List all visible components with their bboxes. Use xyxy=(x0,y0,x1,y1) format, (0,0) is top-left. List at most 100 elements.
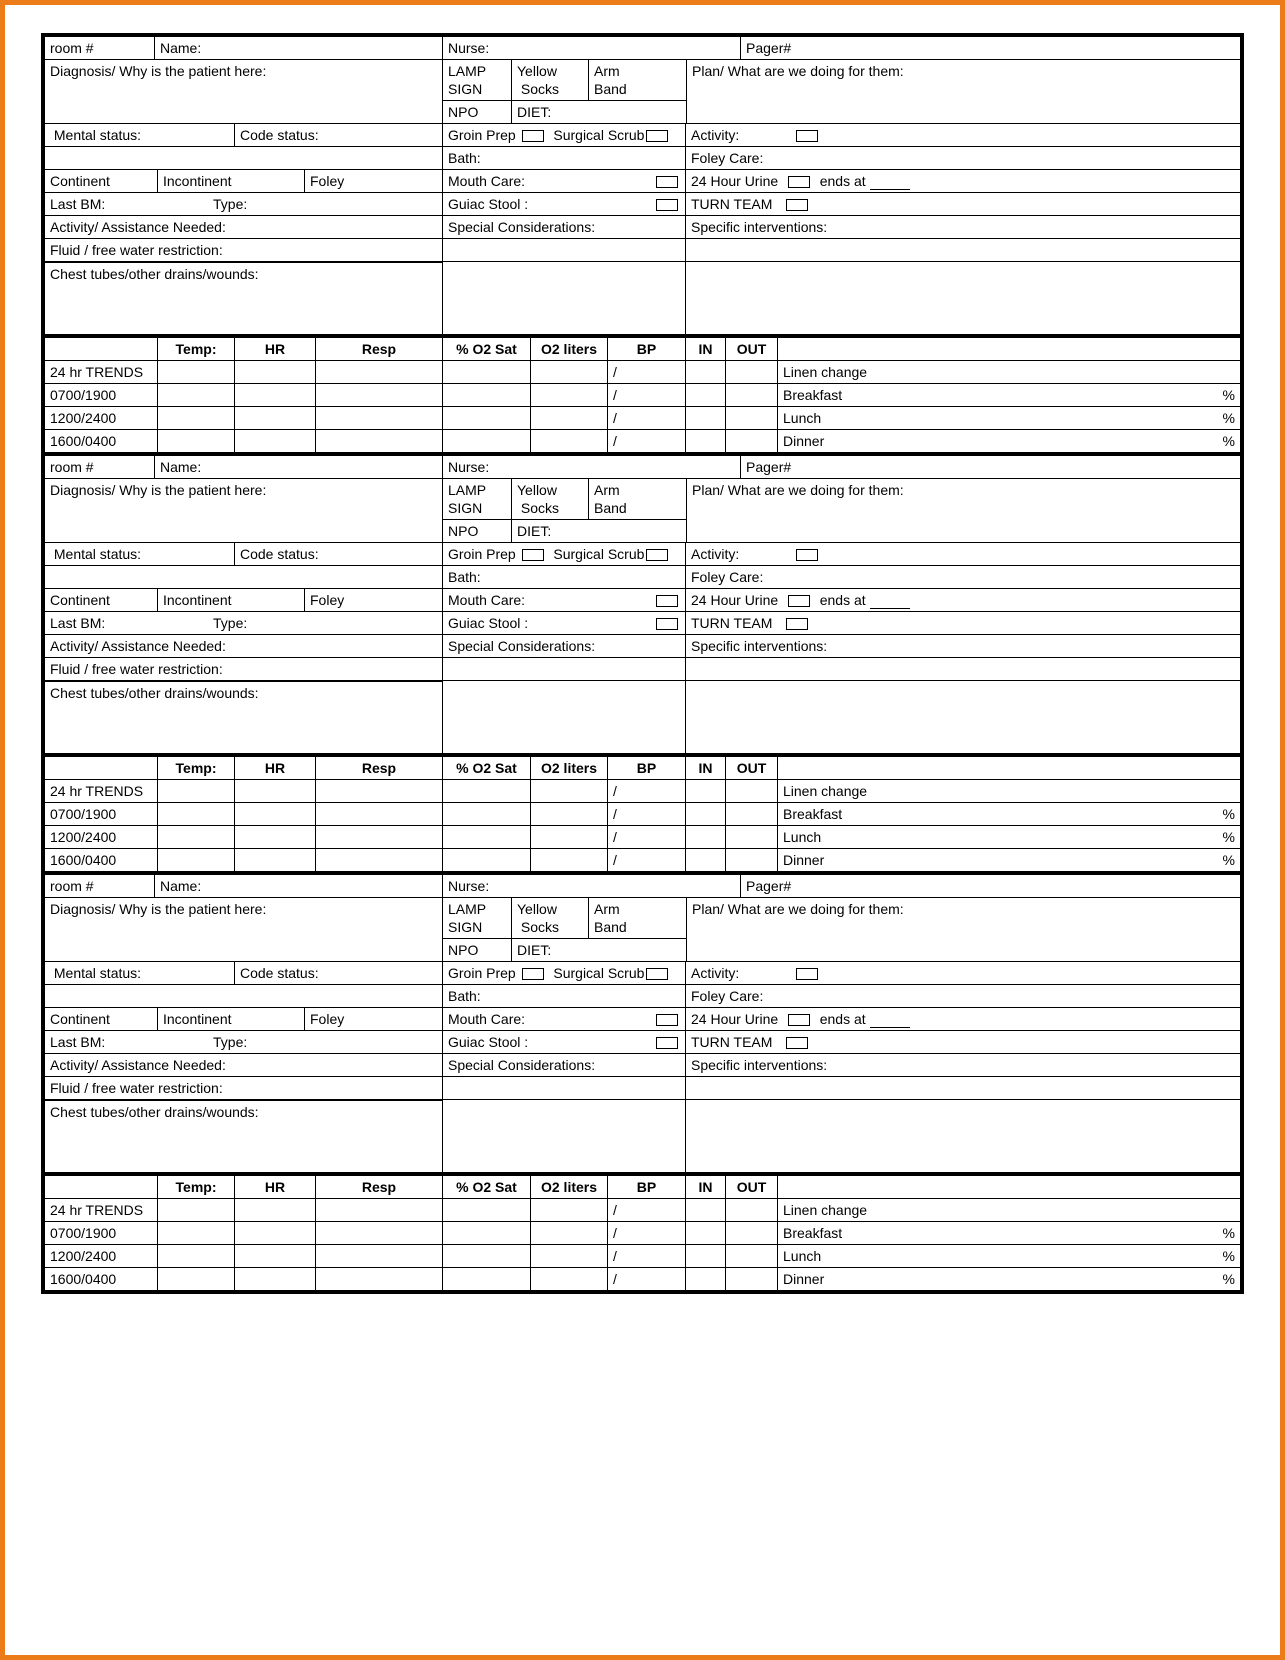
checkbox[interactable] xyxy=(796,968,818,980)
checkbox[interactable] xyxy=(656,1014,678,1026)
vit-resp[interactable] xyxy=(316,384,443,406)
vit-temp[interactable] xyxy=(158,430,235,452)
vit-in[interactable] xyxy=(686,849,726,871)
vit-bp[interactable]: / xyxy=(608,826,686,848)
vit-o2l[interactable] xyxy=(531,826,608,848)
blank-line[interactable] xyxy=(870,595,910,609)
vit-bp[interactable]: / xyxy=(608,430,686,452)
vit-in[interactable] xyxy=(686,1222,726,1244)
checkbox[interactable] xyxy=(522,549,544,561)
vit-resp[interactable] xyxy=(316,1268,443,1290)
vit-temp[interactable] xyxy=(158,849,235,871)
vit-hr[interactable] xyxy=(235,826,316,848)
vit-o2l[interactable] xyxy=(531,1245,608,1267)
vit-o2sat[interactable] xyxy=(443,826,531,848)
vit-resp[interactable] xyxy=(316,849,443,871)
vit-resp[interactable] xyxy=(316,361,443,383)
vit-hr[interactable] xyxy=(235,361,316,383)
vit-out[interactable] xyxy=(726,826,778,848)
vit-o2l[interactable] xyxy=(531,430,608,452)
checkbox[interactable] xyxy=(646,549,668,561)
vit-out[interactable] xyxy=(726,430,778,452)
vit-o2sat[interactable] xyxy=(443,1268,531,1290)
vit-o2sat[interactable] xyxy=(443,1245,531,1267)
checkbox[interactable] xyxy=(796,549,818,561)
checkbox[interactable] xyxy=(796,130,818,142)
vit-out[interactable] xyxy=(726,780,778,802)
vit-out[interactable] xyxy=(726,361,778,383)
vit-o2l[interactable] xyxy=(531,1199,608,1221)
checkbox[interactable] xyxy=(788,1014,810,1026)
vit-out[interactable] xyxy=(726,1245,778,1267)
vit-o2l[interactable] xyxy=(531,803,608,825)
vit-bp[interactable]: / xyxy=(608,384,686,406)
vit-hr[interactable] xyxy=(235,1222,316,1244)
vit-out[interactable] xyxy=(726,407,778,429)
vit-temp[interactable] xyxy=(158,803,235,825)
vit-hr[interactable] xyxy=(235,430,316,452)
vit-temp[interactable] xyxy=(158,780,235,802)
checkbox[interactable] xyxy=(786,618,808,630)
vit-in[interactable] xyxy=(686,430,726,452)
vit-bp[interactable]: / xyxy=(608,361,686,383)
vit-temp[interactable] xyxy=(158,384,235,406)
vit-out[interactable] xyxy=(726,384,778,406)
vit-hr[interactable] xyxy=(235,780,316,802)
vit-in[interactable] xyxy=(686,1199,726,1221)
vit-bp[interactable]: / xyxy=(608,803,686,825)
vit-in[interactable] xyxy=(686,1268,726,1290)
vit-bp[interactable]: / xyxy=(608,849,686,871)
checkbox[interactable] xyxy=(656,618,678,630)
vit-o2sat[interactable] xyxy=(443,407,531,429)
vit-out[interactable] xyxy=(726,803,778,825)
checkbox[interactable] xyxy=(788,176,810,188)
vit-o2sat[interactable] xyxy=(443,849,531,871)
vit-in[interactable] xyxy=(686,826,726,848)
vit-bp[interactable]: / xyxy=(608,780,686,802)
vit-hr[interactable] xyxy=(235,1268,316,1290)
vit-hr[interactable] xyxy=(235,407,316,429)
checkbox[interactable] xyxy=(646,968,668,980)
vit-o2l[interactable] xyxy=(531,849,608,871)
vit-o2l[interactable] xyxy=(531,1268,608,1290)
vit-hr[interactable] xyxy=(235,803,316,825)
vit-resp[interactable] xyxy=(316,826,443,848)
vit-o2l[interactable] xyxy=(531,384,608,406)
vit-out[interactable] xyxy=(726,1199,778,1221)
vit-in[interactable] xyxy=(686,780,726,802)
vit-o2l[interactable] xyxy=(531,1222,608,1244)
checkbox[interactable] xyxy=(656,176,678,188)
vit-in[interactable] xyxy=(686,1245,726,1267)
vit-o2l[interactable] xyxy=(531,361,608,383)
vit-hr[interactable] xyxy=(235,1245,316,1267)
vit-hr[interactable] xyxy=(235,384,316,406)
vit-temp[interactable] xyxy=(158,1222,235,1244)
vit-o2sat[interactable] xyxy=(443,361,531,383)
vit-resp[interactable] xyxy=(316,430,443,452)
vit-o2sat[interactable] xyxy=(443,430,531,452)
vit-resp[interactable] xyxy=(316,1245,443,1267)
vit-in[interactable] xyxy=(686,361,726,383)
blank-line[interactable] xyxy=(870,1014,910,1028)
vit-o2sat[interactable] xyxy=(443,1222,531,1244)
vit-resp[interactable] xyxy=(316,780,443,802)
vit-temp[interactable] xyxy=(158,1245,235,1267)
vit-o2sat[interactable] xyxy=(443,780,531,802)
vit-bp[interactable]: / xyxy=(608,1222,686,1244)
vit-out[interactable] xyxy=(726,1268,778,1290)
checkbox[interactable] xyxy=(522,130,544,142)
vit-resp[interactable] xyxy=(316,407,443,429)
vit-temp[interactable] xyxy=(158,407,235,429)
vit-resp[interactable] xyxy=(316,1199,443,1221)
vit-hr[interactable] xyxy=(235,1199,316,1221)
vit-in[interactable] xyxy=(686,384,726,406)
blank-line[interactable] xyxy=(870,176,910,190)
checkbox[interactable] xyxy=(656,1037,678,1049)
vit-bp[interactable]: / xyxy=(608,1268,686,1290)
vit-o2l[interactable] xyxy=(531,407,608,429)
vit-out[interactable] xyxy=(726,849,778,871)
vit-temp[interactable] xyxy=(158,826,235,848)
vit-o2l[interactable] xyxy=(531,780,608,802)
vit-temp[interactable] xyxy=(158,1268,235,1290)
vit-out[interactable] xyxy=(726,1222,778,1244)
